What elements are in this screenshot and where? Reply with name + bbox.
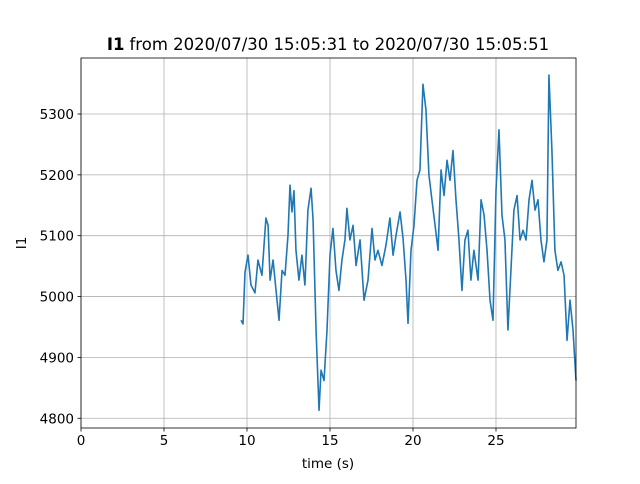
y-axis-label: I1 (14, 237, 30, 250)
y-tick-label: 5000 (40, 290, 74, 306)
title-variable: I1 (107, 35, 125, 54)
x-tick-label: 0 (77, 433, 86, 449)
x-tick-label: 25 (487, 433, 504, 449)
x-tick-label: 5 (160, 433, 169, 449)
x-tick-label: 15 (321, 433, 338, 449)
x-tick-label: 10 (238, 433, 255, 449)
y-tick-label: 5300 (40, 107, 74, 123)
data-line (240, 74, 577, 412)
y-tick-label: 4900 (40, 350, 74, 366)
chart-title: I1 from 2020/07/30 15:05:31 to 2020/07/30… (107, 35, 549, 54)
x-axis-label: time (s) (302, 456, 354, 472)
y-tick-label: 5200 (40, 168, 74, 184)
y-tick-label: 4800 (40, 411, 74, 427)
plot-frame (80, 57, 577, 429)
y-tick-label: 5100 (40, 229, 74, 245)
x-tick-label: 20 (404, 433, 421, 449)
title-text: from 2020/07/30 15:05:31 to 2020/07/30 1… (130, 35, 550, 54)
